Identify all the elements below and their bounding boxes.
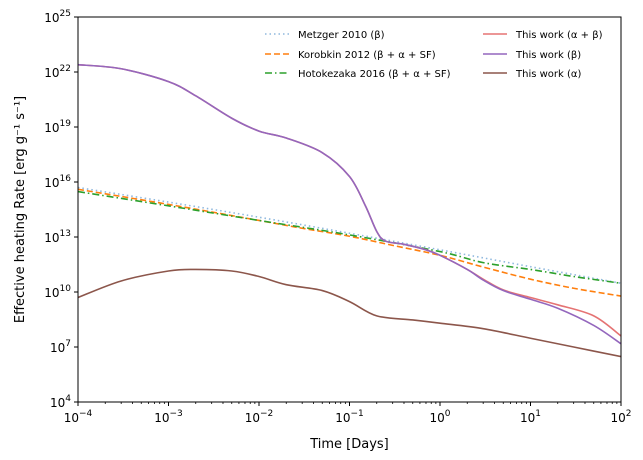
legend-label: Hotokezaka 2016 (β + α + SF)	[298, 69, 451, 80]
series-layer	[78, 63, 621, 358]
x-tick-label: 100	[429, 409, 450, 425]
series-line-6	[78, 268, 621, 358]
series-line-3	[78, 190, 621, 285]
legend-label: Metzger 2010 (β)	[298, 30, 385, 41]
x-tick-label: 10−2	[245, 409, 274, 425]
y-tick-label: 1022	[44, 64, 71, 80]
x-tick-label: 101	[520, 409, 541, 425]
series-line-2	[78, 188, 621, 297]
legend-label: This work (β)	[515, 50, 581, 61]
series-line-1	[78, 186, 621, 285]
legend-label: Korobkin 2012 (β + α + SF)	[298, 50, 436, 61]
series-line-5	[78, 63, 621, 345]
y-tick-label: 1019	[44, 119, 71, 135]
x-axis-label: Time [Days]	[309, 437, 389, 452]
x-tick-label: 10−3	[154, 409, 183, 425]
legend: Metzger 2010 (β) Korobkin 2012 (β + α + S…	[265, 30, 603, 80]
y-tick-label: 1025	[44, 9, 71, 25]
x-tick-label: 102	[610, 409, 631, 425]
legend-label: This work (α)	[515, 69, 581, 80]
y-tick-label: 1010	[44, 284, 71, 300]
y-tick-label: 1016	[44, 174, 71, 190]
y-tick-label: 107	[50, 339, 71, 355]
ticks-layer: 10−4 10−3 10−2 10−1 100 101 102 104 107 1010 1013 1…	[44, 9, 631, 425]
y-tick-label: 104	[50, 394, 71, 410]
y-axis-label: Effective heating Rate [erg g⁻¹ s⁻¹]	[13, 96, 28, 323]
x-tick-label: 10−4	[64, 409, 93, 425]
legend-label: This work (α + β)	[515, 30, 603, 41]
x-tick-label: 10−1	[335, 409, 364, 425]
y-tick-label: 1013	[44, 229, 71, 245]
